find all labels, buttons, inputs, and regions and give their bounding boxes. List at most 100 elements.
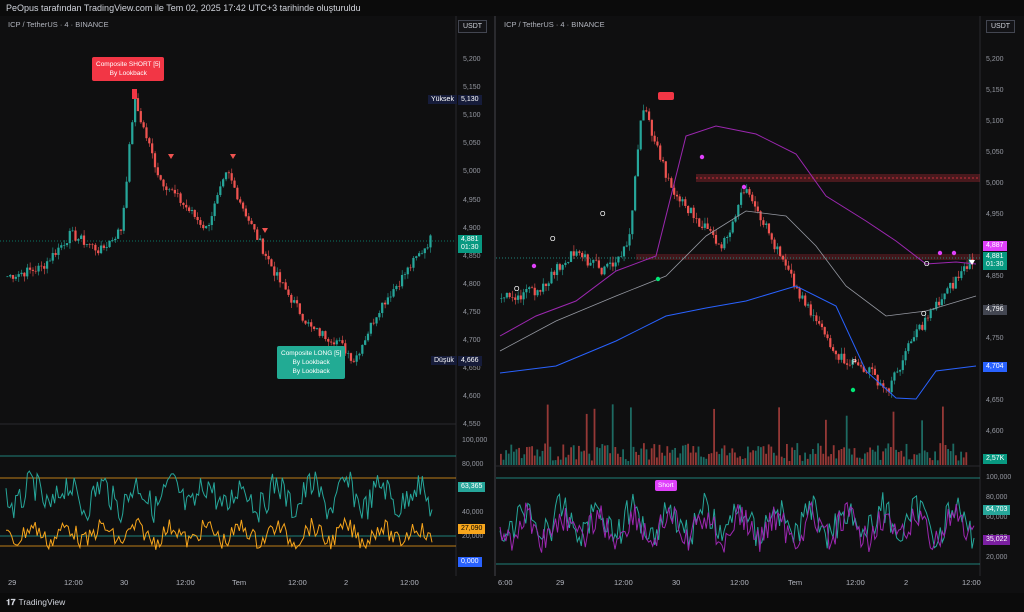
left-candle-body	[23, 272, 26, 277]
left-candle-body	[364, 340, 367, 345]
right-candle-body	[767, 223, 771, 234]
volume-bar	[942, 406, 944, 465]
right-candle-body	[926, 317, 929, 319]
volume-bar	[879, 459, 882, 465]
right-candle-body	[859, 365, 863, 367]
time-tick: 12:00	[400, 578, 419, 587]
volume-bar	[890, 447, 892, 465]
right-candle-body	[809, 304, 812, 316]
right-candle-body	[823, 327, 826, 335]
left-candle-body	[142, 122, 145, 128]
volume-bar	[718, 454, 721, 465]
right-candle-body	[695, 218, 698, 219]
left-chart-canvas[interactable]	[0, 16, 494, 576]
short-top-marker	[658, 92, 674, 100]
composite-long-callout[interactable]: Composite LONG [5] By Lookback By Lookba…	[277, 346, 346, 379]
left-candle-body	[349, 353, 353, 361]
right-candle-body	[739, 192, 743, 205]
panel-divider[interactable]	[494, 16, 496, 593]
left-candle-body	[310, 322, 313, 327]
right-last-price-countdown: 01:30	[986, 261, 1004, 268]
volume-bar	[567, 454, 570, 465]
volume-bar	[669, 452, 671, 465]
volume-bar	[796, 443, 799, 465]
volume-bar	[905, 443, 908, 465]
left-price-tick: 5,050	[463, 140, 481, 148]
volume-bar	[822, 453, 825, 465]
right-candle-body	[963, 266, 966, 272]
volume-bar	[614, 447, 617, 465]
right-candle-body	[530, 287, 534, 288]
volume-bar	[598, 448, 601, 465]
volume-bar	[739, 456, 741, 465]
lower-band	[499, 285, 977, 400]
composite-short-callout[interactable]: Composite SHORT [5] By Lookback	[92, 57, 165, 81]
left-symbol-title: ICP / TetherUS · 4 · BINANCE	[8, 20, 109, 29]
volume-bar	[630, 407, 632, 465]
right-chart-panel[interactable]: O O O O O P ICP / TetherUS · 4 · BINANCE USDT…	[496, 16, 1024, 576]
left-candle-body	[392, 289, 395, 297]
right-price-tick: 4,600	[986, 428, 1004, 435]
volume-bar	[819, 445, 822, 465]
left-candle-body	[236, 187, 239, 200]
left-candle-body	[344, 343, 347, 354]
volume-bar	[622, 449, 624, 465]
right-candle-body	[868, 367, 871, 373]
right-candle-body	[611, 262, 614, 267]
short-badge[interactable]: Short	[655, 480, 677, 491]
right-chart-canvas[interactable]: O O O O O P	[496, 16, 1024, 576]
volume-bar	[520, 458, 523, 465]
right-candle-body	[949, 282, 952, 289]
volume-bar	[609, 453, 611, 465]
right-candle-body	[921, 324, 924, 330]
time-axis[interactable]: 29 12:00 30 12:00 Tem 12:00 2 12:00 6:00 29 12:00…	[0, 576, 1024, 593]
volume-bar	[721, 448, 723, 465]
left-candle-body	[423, 248, 426, 254]
left-candle-body	[329, 341, 333, 343]
high-value-tag: 5,130	[458, 95, 482, 105]
volume-bar	[775, 455, 778, 465]
volume-bar	[877, 445, 879, 465]
right-candle-body	[636, 149, 640, 177]
right-candle-body	[714, 234, 718, 244]
right-candle-body	[912, 337, 916, 342]
volume-bar	[539, 456, 541, 465]
left-candle-body	[418, 253, 421, 257]
left-candle-body	[91, 244, 94, 246]
right-candle-body	[620, 256, 623, 257]
right-currency-button[interactable]: USDT	[986, 20, 1016, 33]
left-candle-body	[151, 143, 154, 154]
left-candle-body	[400, 274, 404, 287]
time-tick: 12:00	[288, 578, 307, 587]
right-candle-body	[815, 315, 818, 322]
left-candle-body	[415, 256, 418, 258]
left-candle-body	[270, 259, 273, 267]
time-tick: 12:00	[614, 578, 633, 587]
right-candle-body	[907, 343, 910, 352]
left-chart-panel[interactable]: ICP / TetherUS · 4 · BINANCE USDT 5,200 5…	[0, 16, 494, 576]
right-candle-body	[901, 360, 904, 371]
tradingview-brand[interactable]: 𝟏𝟕 TradingView	[6, 597, 65, 608]
volume-bar	[728, 452, 731, 465]
left-candle-body	[68, 230, 71, 244]
right-candle-body	[862, 366, 865, 372]
volume-bar	[882, 451, 884, 465]
time-tick: 29	[8, 578, 17, 587]
volume-bar	[843, 447, 845, 465]
right-price-tick: 5,000	[986, 180, 1004, 187]
volume-bar	[780, 456, 783, 465]
volume-bar	[965, 452, 968, 465]
left-candle-body	[170, 189, 174, 191]
left-candle-body	[77, 239, 80, 241]
left-currency-button[interactable]: USDT	[458, 20, 488, 33]
left-candle-body	[318, 328, 321, 336]
volume-bar	[786, 443, 788, 465]
volume-tag: 2,57K	[983, 454, 1008, 464]
volume-bar	[845, 415, 848, 465]
right-candle-body	[848, 364, 851, 366]
left-candle-body	[352, 360, 355, 362]
left-candle-body	[403, 274, 407, 275]
left-candle-body	[179, 193, 182, 203]
volume-bar	[856, 457, 858, 465]
volume-bar	[531, 446, 533, 465]
